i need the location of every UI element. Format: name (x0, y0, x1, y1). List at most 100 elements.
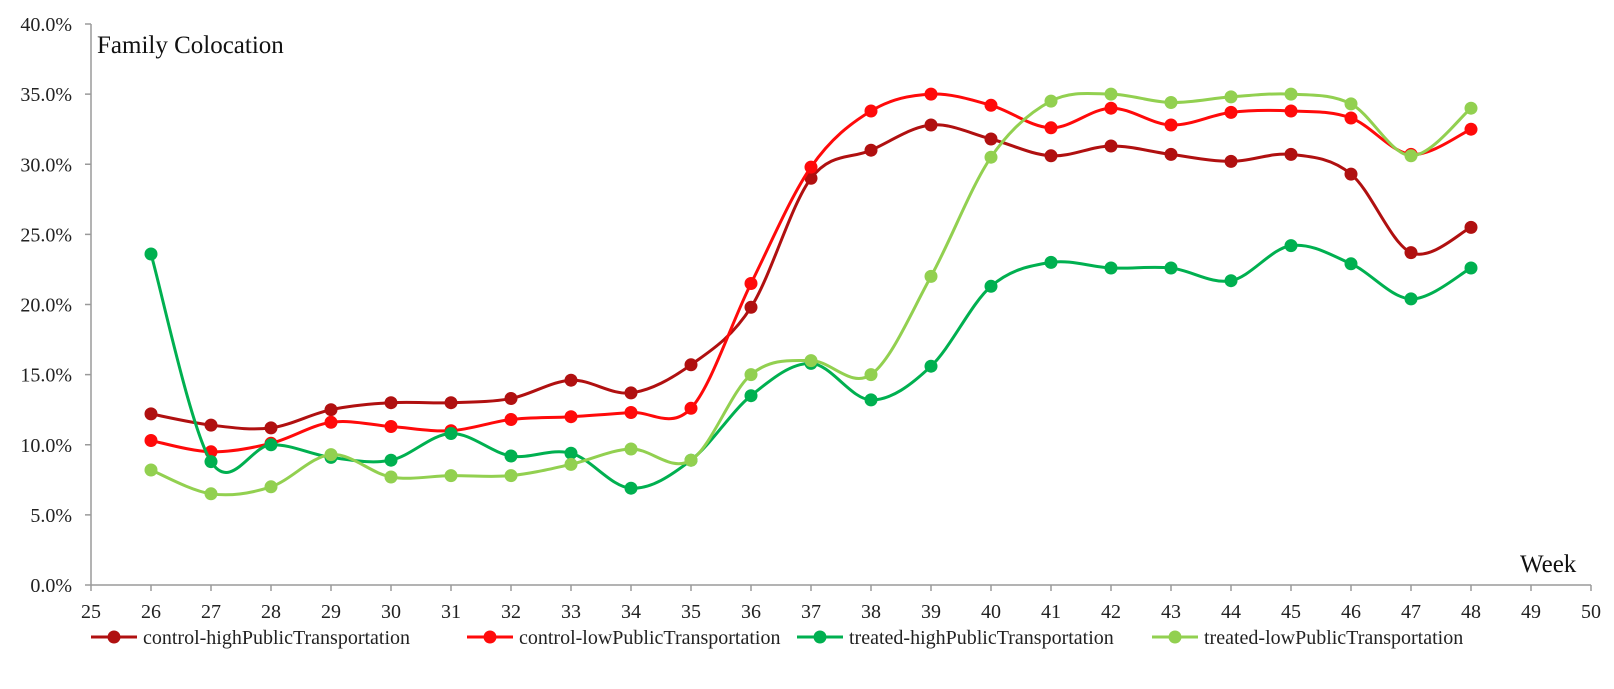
x-tick-label: 28 (261, 601, 281, 623)
x-axis-title: Week (1520, 551, 1577, 578)
data-point (804, 171, 818, 185)
data-point (504, 413, 518, 426)
data-point (1464, 122, 1478, 136)
data-point (744, 277, 758, 290)
y-tick-label: 0.0% (30, 575, 72, 597)
data-point (1404, 246, 1418, 260)
x-tick-label: 47 (1401, 601, 1421, 623)
y-tick-label: 25.0% (20, 224, 72, 246)
x-tick-label: 40 (981, 601, 1001, 623)
data-point (264, 480, 278, 494)
data-point (564, 446, 578, 460)
data-point (984, 150, 998, 164)
data-point (624, 481, 638, 495)
data-point (1164, 147, 1178, 161)
x-tick-label: 27 (201, 601, 221, 623)
data-point (924, 359, 938, 373)
y-tick-label: 15.0% (20, 365, 72, 387)
data-point (1224, 90, 1238, 104)
data-point (1164, 261, 1178, 275)
x-tick-label: 41 (1041, 601, 1061, 623)
legend-swatch-marker (1168, 630, 1182, 644)
x-tick-label: 30 (381, 601, 401, 623)
data-point (924, 269, 938, 283)
x-tick-label: 33 (561, 601, 581, 623)
legend-swatch-marker (483, 630, 497, 644)
data-point (984, 279, 998, 293)
data-point (924, 87, 938, 101)
data-point (444, 427, 458, 440)
data-point (1044, 149, 1058, 163)
data-point (804, 354, 818, 368)
x-tick-label: 36 (741, 601, 761, 623)
data-point (144, 247, 158, 261)
data-point (204, 418, 218, 432)
legend: control-highPublicTransportation control-… (91, 627, 1463, 649)
data-point (684, 358, 698, 372)
data-point (1284, 239, 1298, 253)
data-point (1404, 292, 1418, 306)
data-point (1464, 220, 1478, 234)
series-control-lowPublicTransportation (144, 87, 1478, 459)
x-tick-label: 49 (1521, 601, 1541, 623)
series-treated-lowPublicTransportation (144, 87, 1478, 501)
x-tick-label: 35 (681, 601, 701, 623)
legend-label: treated-highPublicTransportation (849, 627, 1114, 649)
x-tick-label: 50 (1581, 601, 1601, 623)
data-point (384, 470, 398, 484)
data-point (684, 401, 698, 415)
data-point (624, 406, 638, 419)
data-point (1284, 104, 1298, 118)
legend-item: control-lowPublicTransportation (467, 627, 780, 649)
legend-label: control-highPublicTransportation (143, 627, 410, 649)
data-point (264, 438, 278, 452)
data-point (804, 160, 818, 174)
y-tick-label: 10.0% (20, 435, 72, 457)
data-point (1224, 105, 1238, 119)
data-point (1104, 87, 1118, 101)
data-point (864, 104, 878, 118)
legend-swatch-marker (813, 630, 827, 644)
legend-swatch-marker (107, 630, 121, 644)
data-point (1464, 101, 1478, 115)
data-point (564, 373, 578, 387)
x-tick-label: 31 (441, 601, 461, 623)
data-point (144, 434, 158, 447)
data-point (504, 469, 518, 483)
data-point (264, 421, 278, 435)
data-point (1284, 87, 1298, 101)
x-tick-label: 25 (81, 601, 101, 623)
data-point (1224, 154, 1238, 168)
series-layer (144, 87, 1478, 501)
data-point (1044, 94, 1058, 108)
x-tick-label: 48 (1461, 601, 1481, 623)
data-point (744, 300, 758, 314)
legend-item: treated-lowPublicTransportation (1152, 627, 1463, 649)
legend-item: control-highPublicTransportation (91, 627, 410, 649)
data-point (1464, 261, 1478, 275)
data-point (564, 410, 578, 424)
data-point (504, 392, 518, 405)
data-point (624, 442, 638, 456)
data-point (744, 368, 758, 382)
y-tick-label: 35.0% (20, 84, 72, 106)
data-point (864, 393, 878, 407)
series-line (150, 91, 1472, 497)
x-tick-label: 34 (621, 601, 641, 623)
data-point (1344, 257, 1358, 271)
x-tick-label: 42 (1101, 601, 1121, 623)
x-tick-label: 32 (501, 601, 521, 623)
y-axis-title: Family Colocation (97, 32, 284, 59)
data-point (144, 407, 158, 421)
data-point (144, 463, 158, 477)
y-tick-label: 20.0% (20, 295, 72, 317)
data-point (624, 386, 638, 400)
data-point (564, 457, 578, 471)
axes: 0.0% 5.0% 10.0% 15.0% 20.0% 25.0% 30.0% 35.0% 40… (20, 14, 1601, 623)
data-point (1044, 255, 1058, 269)
y-tick-label: 30.0% (20, 154, 72, 176)
data-point (324, 448, 338, 462)
series-control-highPublicTransportation (144, 118, 1478, 435)
data-point (1164, 118, 1178, 132)
